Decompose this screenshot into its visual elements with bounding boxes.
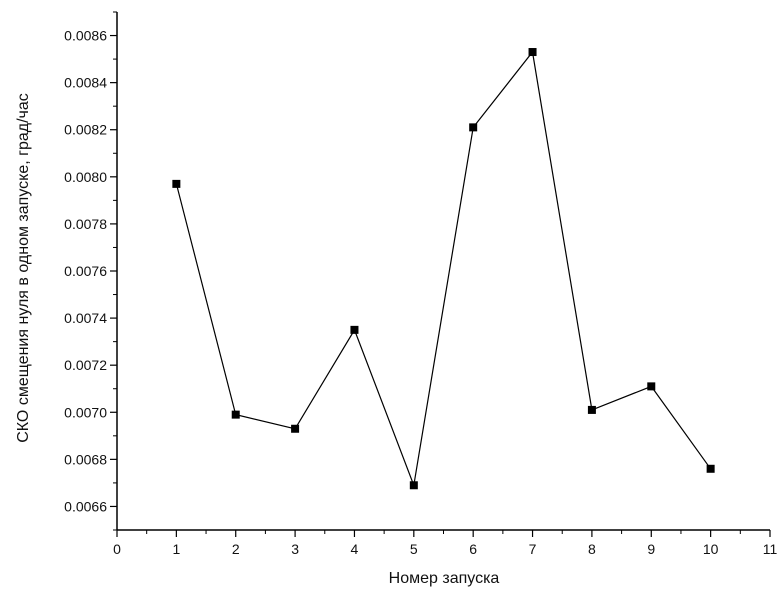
- x-tick-label: 0: [113, 541, 121, 557]
- y-axis-title: СКО смещения нуля в одном запуске, град/…: [15, 93, 32, 443]
- data-point: [587, 405, 596, 414]
- data-point: [409, 481, 418, 490]
- x-tick-label: 6: [469, 541, 477, 557]
- y-tick-label: 0.0080: [64, 169, 107, 185]
- y-axis-ticks: 0.0066 0.0068 0.0070 0.0072 0.0074 0.0076 0.00…: [64, 11, 117, 531]
- data-point: [291, 424, 300, 433]
- x-tick-label: 3: [291, 541, 299, 557]
- x-tick-label: 8: [588, 541, 596, 557]
- y-tick-label: 0.0082: [64, 122, 107, 138]
- y-tick-label: 0.0078: [64, 216, 107, 232]
- data-point: [647, 382, 656, 391]
- y-tick-label: 0.0072: [64, 357, 107, 373]
- chart-axes: [116, 12, 770, 531]
- plot-area: [172, 48, 715, 490]
- x-tick-label: 11: [763, 541, 778, 557]
- data-point: [350, 325, 359, 334]
- x-tick-label: 1: [172, 541, 180, 557]
- x-tick-label: 2: [232, 541, 240, 557]
- y-tick-label: 0.0084: [64, 75, 107, 91]
- data-point: [469, 123, 478, 132]
- data-point: [172, 179, 181, 188]
- x-tick-label: 4: [351, 541, 359, 557]
- x-tick-label: 10: [703, 541, 719, 557]
- y-tick-label: 0.0086: [64, 28, 107, 44]
- y-tick-label: 0.0066: [64, 498, 107, 514]
- y-tick-label: 0.0068: [64, 451, 107, 467]
- y-tick-label: 0.0070: [64, 404, 107, 420]
- series-line: [175, 50, 712, 488]
- data-point: [706, 464, 715, 473]
- x-axis-ticks: 0 1 2 3 4 5 6 7 8 9 10 11: [113, 530, 777, 557]
- data-point: [231, 410, 240, 419]
- y-tick-label: 0.0076: [64, 263, 107, 279]
- x-tick-label: 9: [647, 541, 655, 557]
- y-tick-label: 0.0074: [64, 310, 107, 326]
- data-point: [528, 48, 537, 57]
- x-tick-label: 7: [529, 541, 537, 557]
- x-tick-label: 5: [410, 541, 418, 557]
- x-axis-title: Номер запуска: [389, 570, 500, 587]
